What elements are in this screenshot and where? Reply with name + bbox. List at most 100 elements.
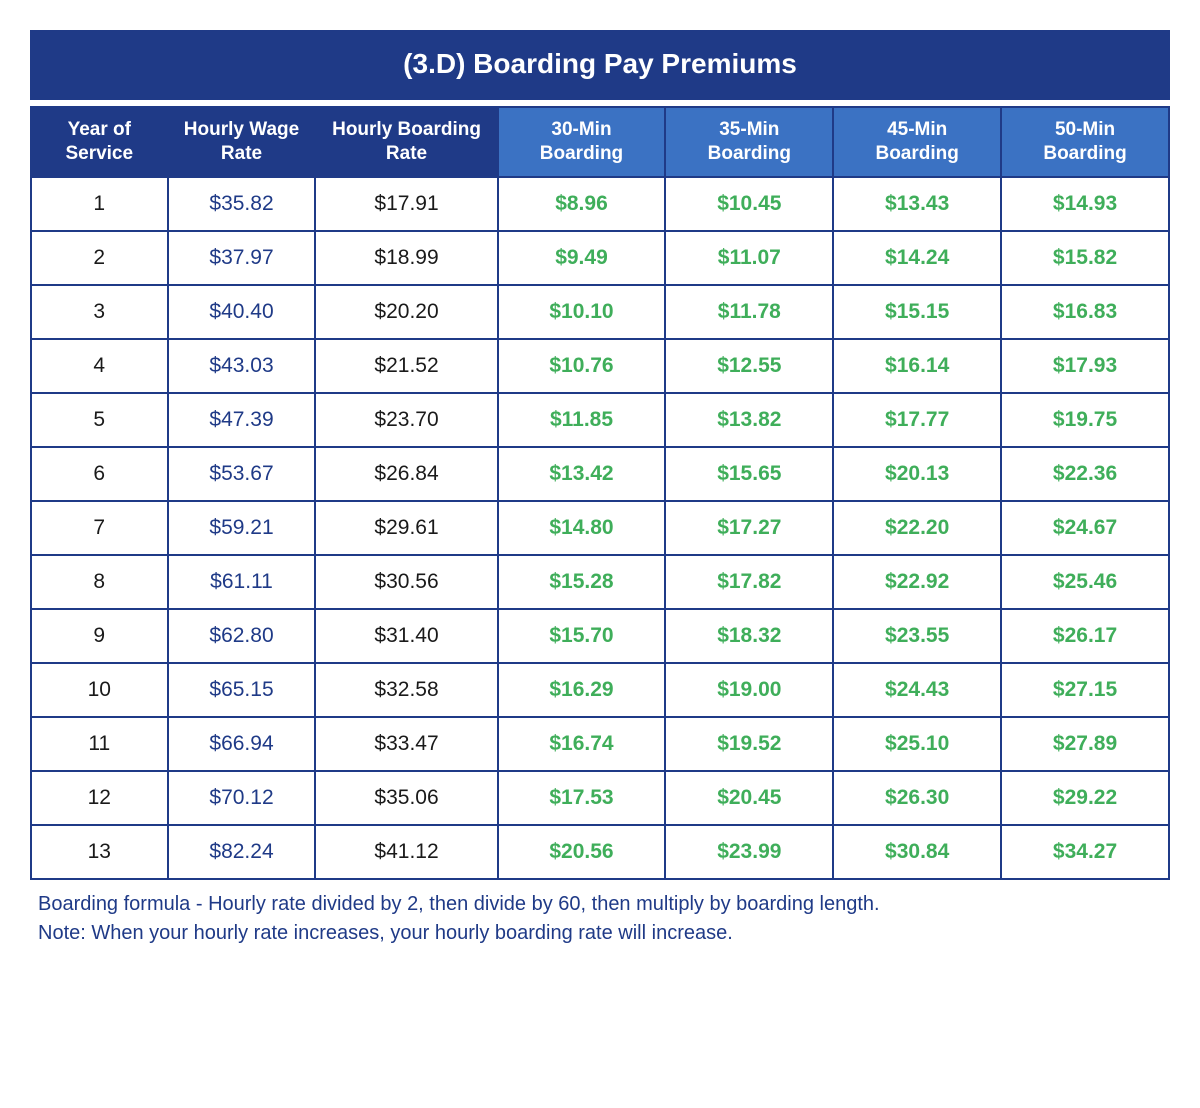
cell-board: $24.67 [1001,501,1169,555]
cell-board: $20.13 [833,447,1001,501]
cell-board: $15.65 [665,447,833,501]
cell-board: $16.83 [1001,285,1169,339]
cell-year: 2 [31,231,168,285]
cell-board: $10.45 [665,177,833,231]
table-body: 1$35.82$17.91$8.96$10.45$13.43$14.932$37… [31,177,1169,879]
cell-year: 13 [31,825,168,879]
cell-board: $10.76 [498,339,666,393]
cell-year: 5 [31,393,168,447]
cell-board: $14.93 [1001,177,1169,231]
cell-board: $13.43 [833,177,1001,231]
cell-rate: $18.99 [315,231,497,285]
cell-board: $20.56 [498,825,666,879]
table-row: 5$47.39$23.70$11.85$13.82$17.77$19.75 [31,393,1169,447]
column-header: Year ofService [31,107,168,177]
cell-board: $14.24 [833,231,1001,285]
footnote-line-1: Boarding formula - Hourly rate divided b… [38,893,880,915]
cell-board: $34.27 [1001,825,1169,879]
cell-board: $16.14 [833,339,1001,393]
cell-board: $15.15 [833,285,1001,339]
table-row: 4$43.03$21.52$10.76$12.55$16.14$17.93 [31,339,1169,393]
cell-board: $18.32 [665,609,833,663]
table-row: 13$82.24$41.12$20.56$23.99$30.84$34.27 [31,825,1169,879]
cell-wage: $70.12 [168,771,316,825]
cell-rate: $17.91 [315,177,497,231]
column-header: 35-MinBoarding [665,107,833,177]
cell-board: $19.00 [665,663,833,717]
cell-board: $25.10 [833,717,1001,771]
cell-rate: $33.47 [315,717,497,771]
cell-board: $29.22 [1001,771,1169,825]
cell-board: $11.07 [665,231,833,285]
column-header: Hourly WageRate [168,107,316,177]
cell-year: 1 [31,177,168,231]
cell-board: $15.70 [498,609,666,663]
cell-rate: $23.70 [315,393,497,447]
cell-board: $17.93 [1001,339,1169,393]
cell-rate: $31.40 [315,609,497,663]
cell-year: 7 [31,501,168,555]
cell-year: 8 [31,555,168,609]
cell-wage: $35.82 [168,177,316,231]
cell-board: $26.17 [1001,609,1169,663]
cell-rate: $21.52 [315,339,497,393]
cell-board: $11.85 [498,393,666,447]
cell-board: $14.80 [498,501,666,555]
column-header: Hourly BoardingRate [315,107,497,177]
cell-rate: $26.84 [315,447,497,501]
cell-board: $30.84 [833,825,1001,879]
cell-wage: $43.03 [168,339,316,393]
cell-board: $12.55 [665,339,833,393]
cell-board: $27.89 [1001,717,1169,771]
cell-board: $22.92 [833,555,1001,609]
cell-board: $9.49 [498,231,666,285]
cell-wage: $62.80 [168,609,316,663]
column-header: 30-MinBoarding [498,107,666,177]
cell-wage: $59.21 [168,501,316,555]
cell-year: 6 [31,447,168,501]
cell-board: $20.45 [665,771,833,825]
table-row: 2$37.97$18.99$9.49$11.07$14.24$15.82 [31,231,1169,285]
cell-board: $17.27 [665,501,833,555]
table-row: 12$70.12$35.06$17.53$20.45$26.30$29.22 [31,771,1169,825]
cell-board: $17.53 [498,771,666,825]
cell-board: $15.82 [1001,231,1169,285]
cell-wage: $65.15 [168,663,316,717]
cell-year: 4 [31,339,168,393]
cell-wage: $61.11 [168,555,316,609]
cell-board: $27.15 [1001,663,1169,717]
cell-year: 10 [31,663,168,717]
cell-board: $23.99 [665,825,833,879]
table-header: Year ofServiceHourly WageRateHourly Boar… [31,107,1169,177]
cell-board: $19.75 [1001,393,1169,447]
table-row: 8$61.11$30.56$15.28$17.82$22.92$25.46 [31,555,1169,609]
cell-board: $10.10 [498,285,666,339]
boarding-pay-table: Year ofServiceHourly WageRateHourly Boar… [30,106,1170,880]
table-row: 7$59.21$29.61$14.80$17.27$22.20$24.67 [31,501,1169,555]
cell-board: $13.82 [665,393,833,447]
boarding-pay-table-container: (3.D) Boarding Pay Premiums Year ofServi… [30,30,1170,948]
cell-board: $8.96 [498,177,666,231]
column-header: 45-MinBoarding [833,107,1001,177]
cell-year: 9 [31,609,168,663]
cell-rate: $30.56 [315,555,497,609]
cell-year: 12 [31,771,168,825]
cell-board: $22.36 [1001,447,1169,501]
cell-board: $22.20 [833,501,1001,555]
cell-board: $23.55 [833,609,1001,663]
cell-wage: $40.40 [168,285,316,339]
table-row: 9$62.80$31.40$15.70$18.32$23.55$26.17 [31,609,1169,663]
cell-rate: $35.06 [315,771,497,825]
cell-wage: $37.97 [168,231,316,285]
cell-rate: $32.58 [315,663,497,717]
cell-wage: $82.24 [168,825,316,879]
footnote-line-2: Note: When your hourly rate increases, y… [38,922,733,944]
cell-wage: $47.39 [168,393,316,447]
table-footnote: Boarding formula - Hourly rate divided b… [30,880,1170,948]
table-row: 3$40.40$20.20$10.10$11.78$15.15$16.83 [31,285,1169,339]
cell-board: $15.28 [498,555,666,609]
cell-board: $17.77 [833,393,1001,447]
cell-wage: $66.94 [168,717,316,771]
cell-year: 3 [31,285,168,339]
cell-rate: $29.61 [315,501,497,555]
